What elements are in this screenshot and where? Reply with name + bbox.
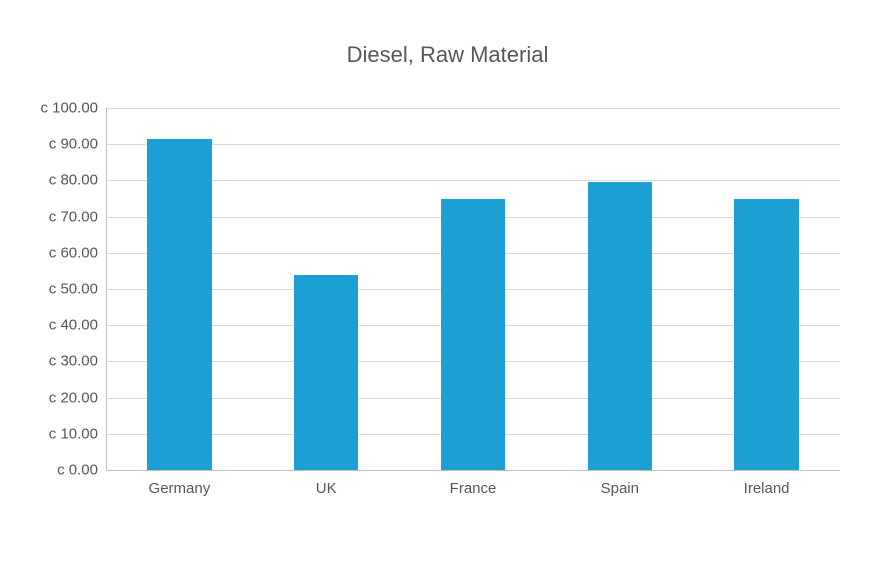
x-tick-label: Spain: [601, 470, 639, 497]
chart-container: Diesel, Raw Material c 0.00c 10.00c 20.0…: [0, 0, 895, 564]
grid-line: [106, 144, 840, 145]
bar: [294, 275, 359, 470]
x-tick-label: France: [450, 470, 497, 497]
y-tick-label: c 90.00: [49, 136, 106, 153]
y-axis-line: [106, 108, 107, 470]
bar: [588, 182, 653, 470]
bar: [734, 199, 799, 471]
y-tick-label: c 70.00: [49, 208, 106, 225]
chart-title: Diesel, Raw Material: [0, 42, 895, 68]
y-tick-label: c 30.00: [49, 353, 106, 370]
x-tick-label: Ireland: [744, 470, 790, 497]
x-tick-label: UK: [316, 470, 337, 497]
y-tick-label: c 0.00: [57, 462, 106, 479]
y-tick-label: c 20.00: [49, 389, 106, 406]
y-tick-label: c 50.00: [49, 281, 106, 298]
y-tick-label: c 60.00: [49, 244, 106, 261]
y-tick-label: c 100.00: [40, 100, 106, 117]
x-tick-label: Germany: [149, 470, 211, 497]
y-tick-label: c 80.00: [49, 172, 106, 189]
y-tick-label: c 40.00: [49, 317, 106, 334]
grid-line: [106, 180, 840, 181]
bar: [441, 199, 506, 470]
chart-plot-area: c 0.00c 10.00c 20.00c 30.00c 40.00c 50.0…: [106, 108, 840, 470]
grid-line: [106, 108, 840, 109]
y-tick-label: c 10.00: [49, 425, 106, 442]
bar: [147, 139, 212, 470]
